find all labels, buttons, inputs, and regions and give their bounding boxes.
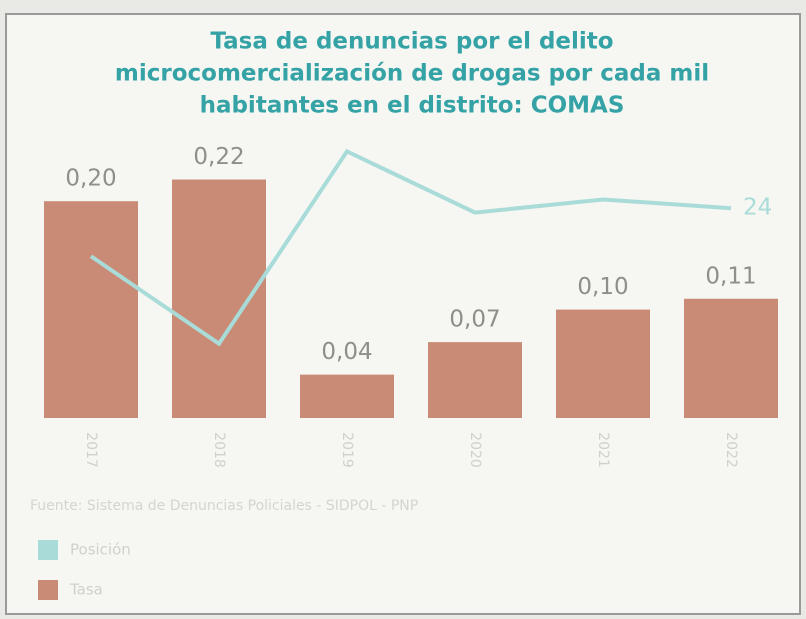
bar (428, 342, 522, 418)
value-label: 0,07 (449, 307, 500, 333)
legend-label: Posición (70, 541, 131, 559)
source: Fuente: Sistema de Denuncias Policiales … (30, 498, 418, 514)
title-line: Tasa de denuncias por el delito (210, 29, 613, 55)
x-tick-label: 2022 (723, 432, 739, 468)
x-tick-label: 2020 (467, 432, 483, 468)
x-tick-label: 2021 (595, 432, 611, 468)
bar (684, 298, 778, 418)
legend-swatch (38, 540, 58, 560)
title-line: microcomercialización de drogas por cada… (115, 61, 709, 87)
value-label: 0,04 (321, 339, 372, 365)
panel (5, 13, 801, 615)
x-tick-label: 2017 (83, 432, 99, 468)
x-tick-label: 2018 (211, 432, 227, 468)
line (89, 148, 732, 347)
value-label: 0,22 (193, 144, 244, 170)
bar (172, 179, 266, 418)
legend-swatch (38, 580, 58, 600)
value-label: 24 (743, 195, 772, 221)
bar (44, 201, 138, 418)
value-label: 0,11 (705, 263, 756, 289)
x-tick-label: 2019 (339, 432, 355, 468)
title-line: habitantes en el distrito: COMAS (200, 93, 625, 119)
legend-label: Tasa (69, 581, 103, 599)
value-label: 0,20 (65, 166, 116, 192)
bar (300, 374, 394, 418)
value-label: 0,10 (577, 274, 628, 300)
bar (556, 309, 650, 418)
chart-title: Tasa de denuncias por el delito microcom… (115, 29, 709, 119)
